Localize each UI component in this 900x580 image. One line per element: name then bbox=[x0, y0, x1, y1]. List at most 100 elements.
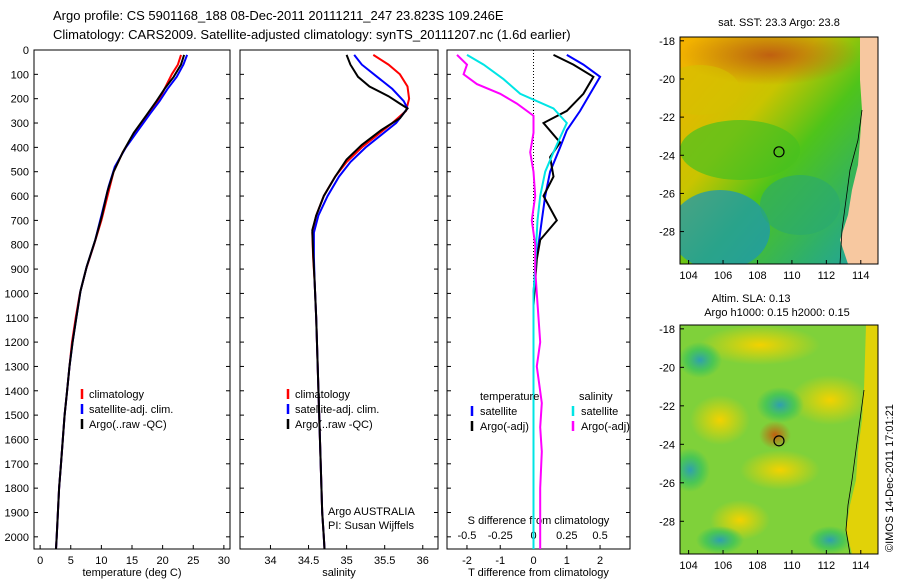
annotation-text: Argo AUSTRALIA bbox=[328, 506, 415, 518]
legend-title: temperature bbox=[480, 391, 539, 403]
legend-label: satellite-adj. clim. bbox=[295, 404, 379, 416]
x-tick-label: 5 bbox=[68, 555, 74, 567]
axes-frame bbox=[446, 49, 631, 550]
map-y-tick-label: -18 bbox=[659, 324, 675, 336]
s-axis-label: S difference from climatology bbox=[468, 515, 610, 527]
sst-map-title: sat. SST: 23.3 Argo: 23.8 bbox=[718, 17, 840, 29]
x-axis-label: salinity bbox=[322, 567, 356, 579]
sla-map-subtitle: Argo h1000: 0.15 h2000: 0.15 bbox=[704, 307, 850, 319]
x-tick-label: 0 bbox=[530, 555, 536, 567]
axes-frame bbox=[33, 49, 231, 550]
map-x-tick-label: 114 bbox=[852, 270, 870, 282]
x-tick-label: 34 bbox=[264, 555, 276, 567]
x-tick-label: 36 bbox=[417, 555, 429, 567]
map-y-tick-label: -26 bbox=[659, 188, 675, 200]
legend-label: climatology bbox=[89, 389, 145, 401]
y-tick-label: 300 bbox=[11, 118, 29, 130]
map-x-tick-label: 104 bbox=[679, 270, 697, 282]
y-tick-label: 1100 bbox=[5, 313, 29, 325]
header-line-2: Climatology: CARS2009. Satellite-adjuste… bbox=[53, 27, 571, 42]
credit-text: ©IMOS 14-Dec-2011 17:01:21 bbox=[884, 404, 896, 552]
legend-label: Argo(..raw -QC) bbox=[89, 419, 167, 431]
legend-label: satellite bbox=[480, 406, 517, 418]
map-x-tick-label: 112 bbox=[818, 560, 836, 572]
map-y-tick-label: -22 bbox=[659, 112, 675, 124]
y-tick-label: 500 bbox=[11, 167, 29, 179]
x-axis-label: temperature (deg C) bbox=[82, 567, 181, 579]
map-x-tick-label: 108 bbox=[748, 270, 766, 282]
map-x-tick-label: 110 bbox=[783, 560, 801, 572]
map-x-tick-label: 104 bbox=[679, 560, 697, 572]
map-x-tick-label: 106 bbox=[714, 560, 732, 572]
y-tick-label: 900 bbox=[11, 264, 29, 276]
map-x-tick-label: 106 bbox=[714, 270, 732, 282]
x-tick-label: 20 bbox=[157, 555, 169, 567]
sst-argo-marker bbox=[773, 146, 785, 158]
sla-map-panel: 104 106 108 110 112 114 -28 -26 -24 -22 -20 -18 bbox=[659, 324, 879, 572]
y-tick-label: 100 bbox=[11, 69, 29, 81]
map-y-tick-label: -24 bbox=[659, 439, 675, 451]
series-line bbox=[311, 54, 409, 550]
map-x-tick-label: 110 bbox=[783, 270, 801, 282]
x-tick-label: 30 bbox=[218, 555, 230, 567]
legend-title: salinity bbox=[579, 391, 613, 403]
x-tick-label: 15 bbox=[126, 555, 138, 567]
y-tick-label: 1500 bbox=[5, 410, 29, 422]
x-tick-label: 35.5 bbox=[374, 555, 395, 567]
x-tick-label: 35 bbox=[340, 555, 352, 567]
x-tick-label: 34.5 bbox=[298, 555, 319, 567]
map-y-tick-label: -28 bbox=[659, 516, 675, 528]
x-tick-label: 10 bbox=[95, 555, 107, 567]
y-tick-label: 1900 bbox=[5, 507, 29, 519]
map-y-tick-label: -26 bbox=[659, 478, 675, 490]
axes-frame bbox=[239, 49, 439, 550]
y-tick-label: 600 bbox=[11, 191, 29, 203]
x-tick-label: -2 bbox=[462, 555, 472, 567]
map-y-tick-label: -20 bbox=[659, 362, 675, 374]
x-tick-label: 1 bbox=[564, 555, 570, 567]
y-tick-label: 1600 bbox=[5, 434, 29, 446]
legend-label: Argo(..raw -QC) bbox=[295, 419, 373, 431]
sla-map-title: Altim. SLA: 0.13 bbox=[712, 293, 791, 305]
series-line bbox=[456, 54, 543, 549]
series-line bbox=[466, 54, 568, 549]
map-y-tick-label: -22 bbox=[659, 401, 675, 413]
sla-field bbox=[680, 325, 878, 554]
map-x-tick-label: 114 bbox=[852, 560, 870, 572]
legend-label: climatology bbox=[295, 389, 351, 401]
s-tick-label: 0.25 bbox=[556, 530, 577, 542]
y-tick-label: 700 bbox=[11, 215, 29, 227]
x-tick-label: 25 bbox=[187, 555, 199, 567]
x-tick-label: 2 bbox=[597, 555, 603, 567]
s-tick-label: 0.5 bbox=[592, 530, 607, 542]
annotation-text: PI: Susan Wijffels bbox=[328, 520, 414, 532]
temperature-panel: 0100200300400500600700800900100011001200… bbox=[5, 45, 231, 579]
map-y-tick-label: -28 bbox=[659, 227, 675, 239]
y-tick-label: 1300 bbox=[5, 361, 29, 373]
map-y-tick-label: -24 bbox=[659, 150, 675, 162]
legend-label: Argo(-adj) bbox=[581, 421, 630, 433]
y-tick-label: 1200 bbox=[5, 337, 29, 349]
y-tick-label: 400 bbox=[11, 142, 29, 154]
x-tick-label: -1 bbox=[495, 555, 505, 567]
y-tick-label: 1400 bbox=[5, 386, 29, 398]
sst-map-panel: 104 106 108 110 112 114 -28 -26 -24 -22 -20 -18 bbox=[659, 36, 879, 282]
s-tick-label: -0.25 bbox=[488, 530, 513, 542]
map-y-tick-label: -20 bbox=[659, 74, 675, 86]
y-tick-label: 1800 bbox=[5, 483, 29, 495]
legend-label: satellite-adj. clim. bbox=[89, 404, 173, 416]
y-tick-label: 2000 bbox=[5, 532, 29, 544]
sla-argo-marker bbox=[773, 435, 785, 447]
legend-label: satellite bbox=[581, 406, 618, 418]
s-tick-label: -0.5 bbox=[457, 530, 476, 542]
x-tick-label: 0 bbox=[37, 555, 43, 567]
y-tick-label: 1000 bbox=[5, 288, 29, 300]
legend-label: Argo(-adj) bbox=[480, 421, 529, 433]
sst-field bbox=[680, 37, 878, 264]
salinity-panel: 34 34.5 35 35.5 36 salinity climatology satelli… bbox=[239, 49, 439, 579]
y-tick-label: 800 bbox=[11, 240, 29, 252]
map-y-tick-label: -18 bbox=[659, 36, 675, 48]
series-line bbox=[55, 54, 186, 550]
header-line-1: Argo profile: CS 5901168_188 08-Dec-2011… bbox=[53, 8, 504, 23]
